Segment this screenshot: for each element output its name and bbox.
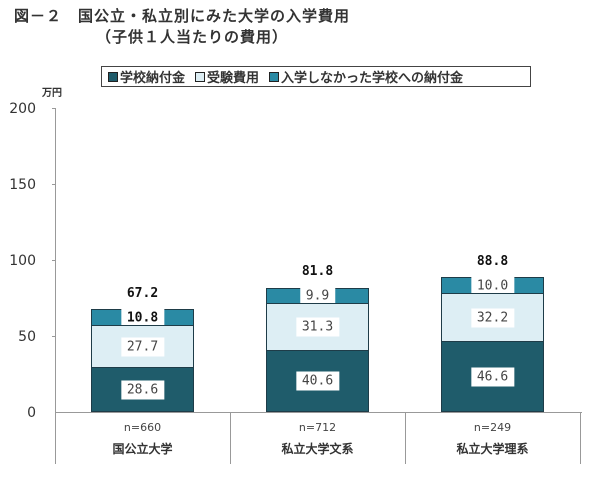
- legend-item-exam: 受験費用: [195, 67, 259, 86]
- segment-value: 9.9: [299, 286, 336, 306]
- segment-value: 27.7: [120, 337, 165, 356]
- y-tick-label: 150: [9, 177, 36, 193]
- y-axis: [55, 108, 56, 414]
- segment-value: 32.2: [470, 308, 515, 327]
- bar-segment-tuition: 28.6: [91, 367, 194, 412]
- bar-segment-tuition: 40.6: [266, 350, 369, 412]
- y-tick-mark: [52, 184, 56, 185]
- legend-swatch-icon: [108, 71, 118, 82]
- legend-label: 受験費用: [207, 71, 260, 86]
- legend-swatch-icon: [195, 71, 206, 82]
- y-tick-label: 200: [9, 101, 36, 117]
- y-tick-mark: [52, 108, 56, 109]
- x-axis-separator: [230, 412, 231, 464]
- bar-segment-unenrolled: 10.8: [91, 308, 194, 327]
- x-axis: [55, 412, 582, 413]
- legend-item-tuition: 学校納付金: [108, 67, 185, 86]
- bar-segment-unenrolled: 9.9: [266, 286, 369, 306]
- y-tick-mark: [52, 336, 56, 337]
- bar-segment-tuition: 46.6: [441, 341, 544, 412]
- legend-label: 学校納付金: [120, 71, 186, 86]
- bar-segment-unenrolled: 10.0: [441, 276, 544, 295]
- y-tick-label: 100: [9, 253, 36, 269]
- bar-total-label: 88.8: [476, 254, 509, 269]
- bar-segment-exam: 32.2: [441, 293, 544, 342]
- legend: 学校納付金 受験費用 入学しなかった学校への納付金: [101, 66, 531, 87]
- segment-value: 46.6: [470, 367, 515, 386]
- chart-title: 図－２ 国公立・私立別にみた大学の入学費用: [14, 7, 351, 25]
- category-label: 私立大学文系: [281, 442, 354, 456]
- segment-value: 28.6: [120, 380, 165, 399]
- y-tick-label: 0: [27, 405, 36, 421]
- bar-shiritsu-bunkei: 9.9 31.3 40.6: [266, 286, 369, 412]
- y-axis-unit: 万円: [42, 88, 62, 99]
- legend-label: 入学しなかった学校への納付金: [281, 71, 464, 86]
- bar-segment-exam: 27.7: [91, 325, 194, 368]
- sample-size-label: n=712: [298, 421, 337, 434]
- y-tick-mark: [52, 260, 56, 261]
- segment-value: 10.0: [470, 276, 515, 295]
- legend-item-unenrolled: 入学しなかった学校への納付金: [269, 67, 463, 86]
- bar-shiritsu-rikei: 10.0 32.2 46.6: [441, 276, 544, 412]
- x-axis-separator: [405, 412, 406, 464]
- segment-value: 31.3: [295, 317, 340, 337]
- bar-kokkouritsu: 10.8 27.7 28.6: [91, 308, 194, 412]
- segment-value: 40.6: [295, 371, 340, 391]
- bar-total-label: 67.2: [126, 286, 159, 301]
- legend-swatch-icon: [269, 71, 280, 82]
- segment-value: 10.8: [120, 308, 165, 327]
- bar-total-label: 81.8: [301, 264, 334, 279]
- bar-segment-exam: 31.3: [266, 303, 369, 351]
- category-label: 私立大学理系: [456, 442, 529, 456]
- sample-size-label: n=660: [123, 421, 162, 434]
- x-axis-separator: [55, 412, 56, 464]
- y-tick-label: 50: [18, 329, 36, 345]
- x-axis-separator: [580, 412, 581, 464]
- chart-subtitle: （子供１人当たりの費用）: [96, 28, 289, 46]
- category-label: 国公立大学: [112, 442, 173, 456]
- sample-size-label: n=249: [473, 421, 512, 434]
